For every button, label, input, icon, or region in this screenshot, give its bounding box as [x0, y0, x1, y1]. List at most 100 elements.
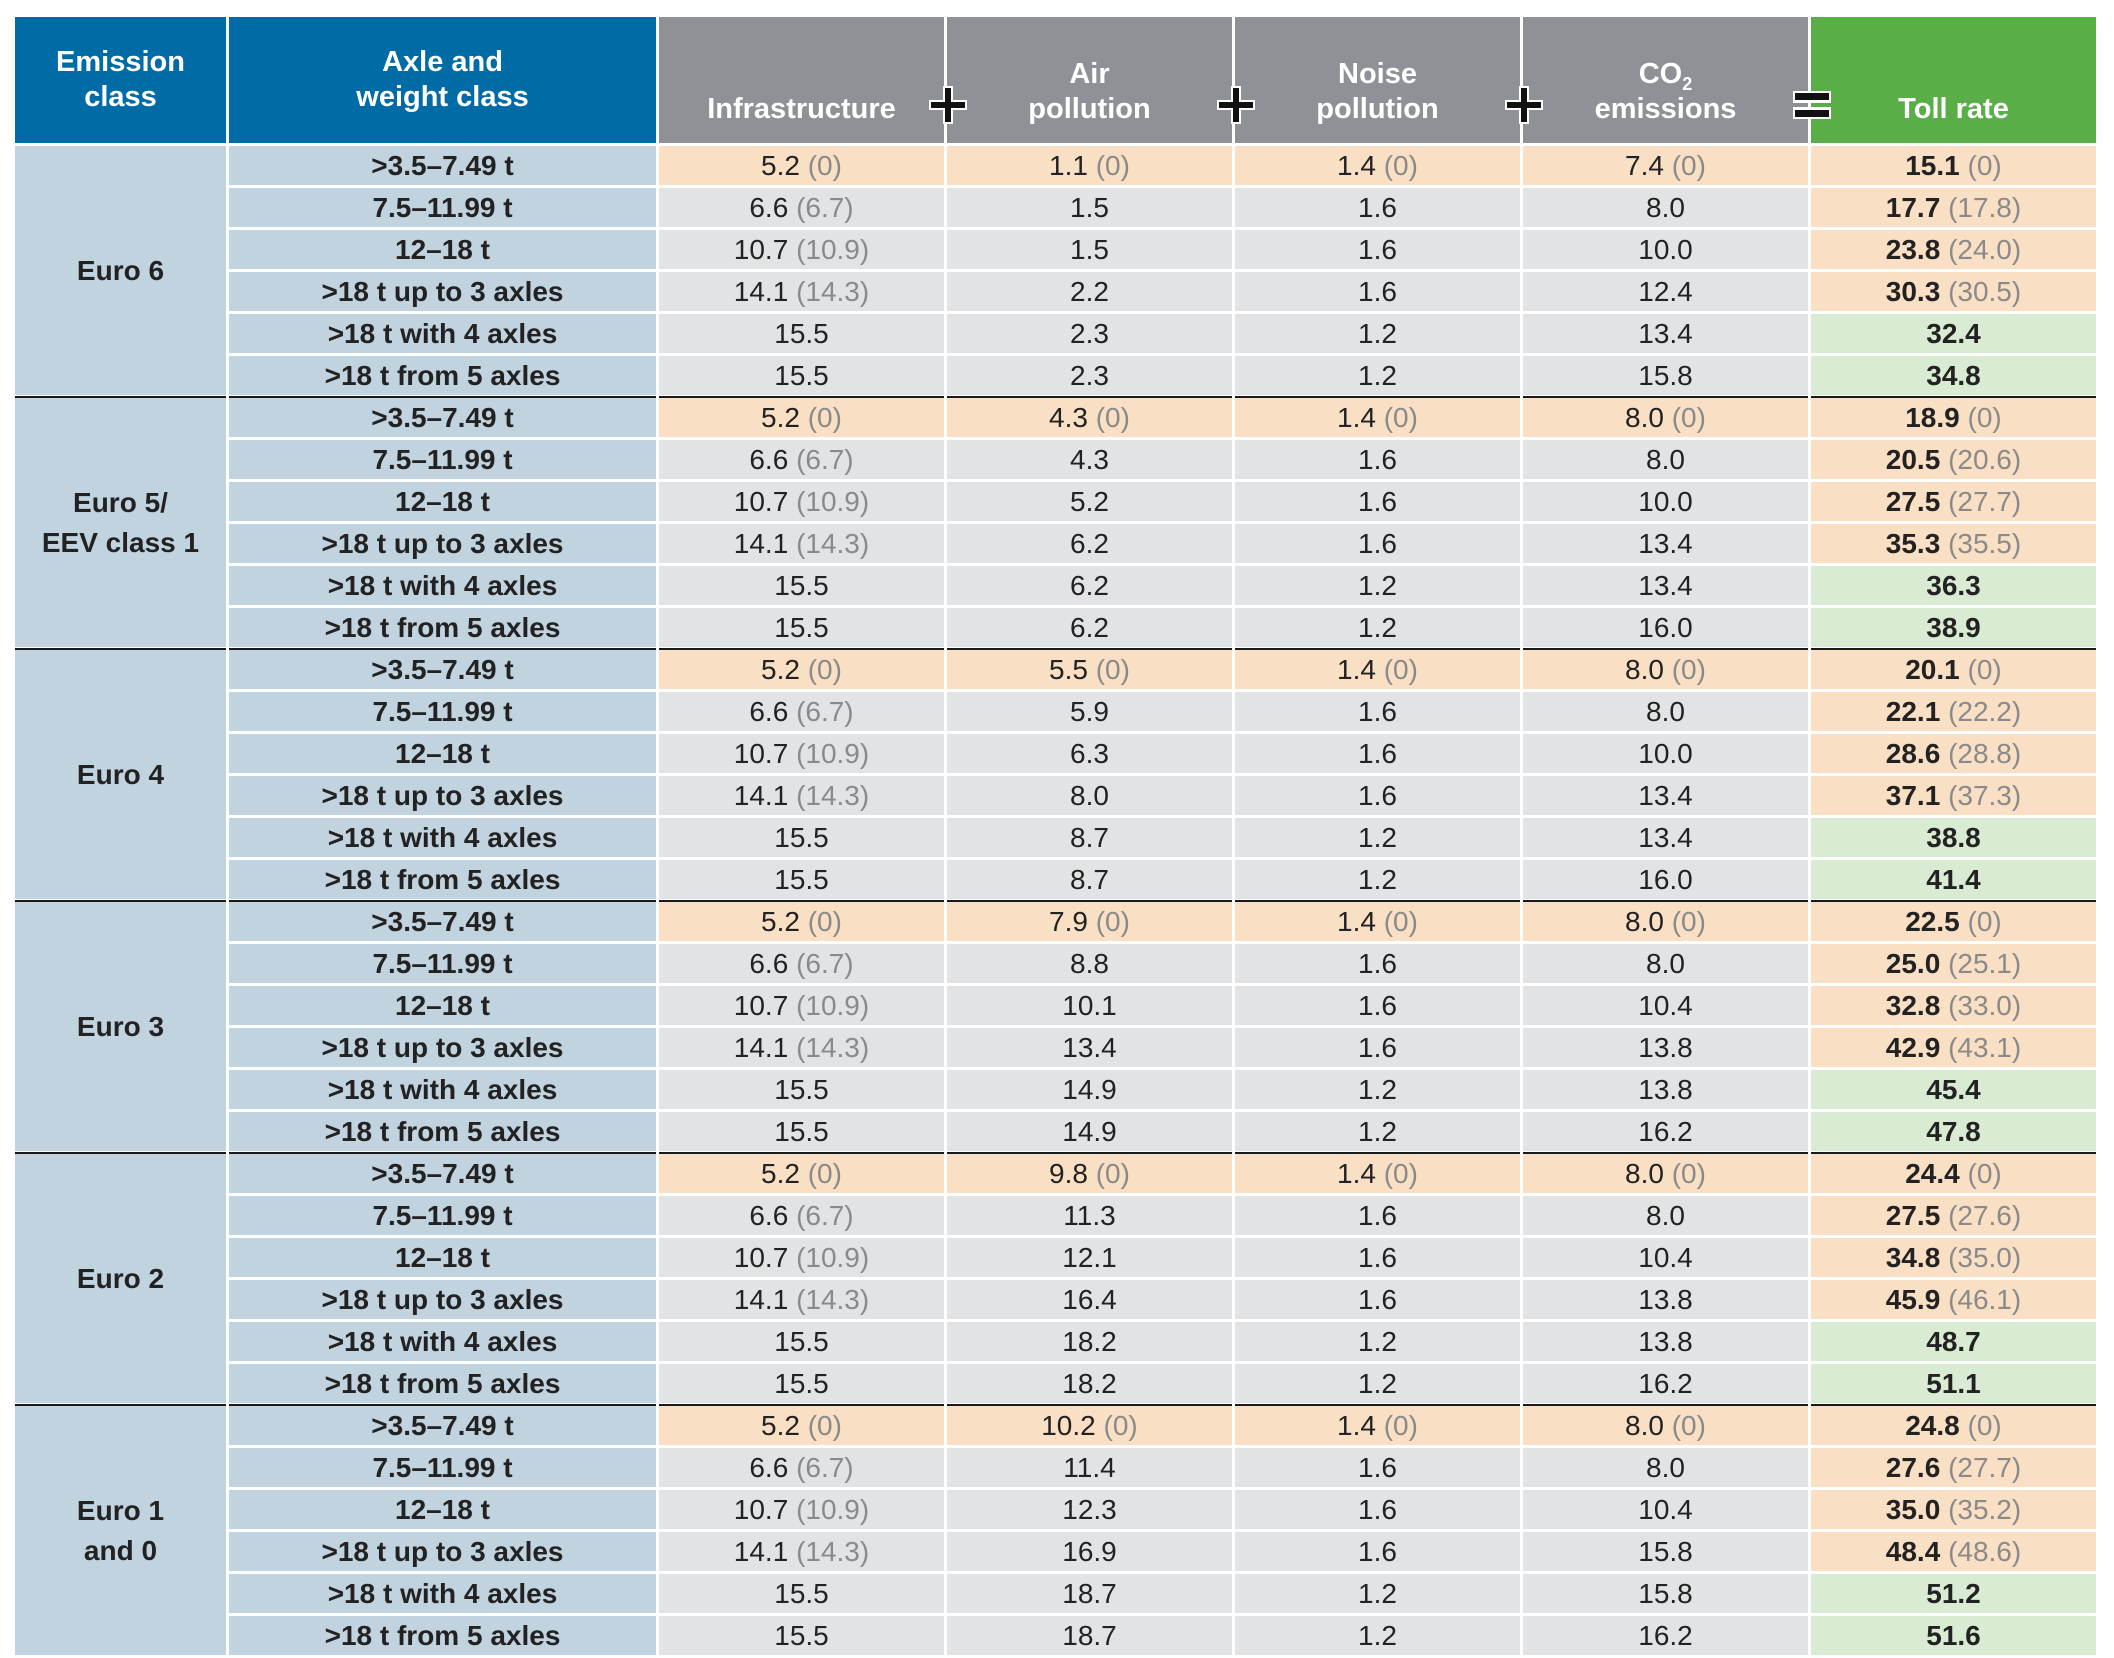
value: 1.6	[1358, 1031, 1397, 1063]
value: 38.8	[1926, 821, 1981, 853]
infrastructure-cell: 15.5	[659, 1070, 944, 1109]
value: 28.6	[1885, 737, 1941, 769]
noise-pollution-cell: 1.6	[1235, 734, 1520, 773]
toll-rate-cell: 48.7	[1811, 1322, 2096, 1361]
table-row: 12–18 t 10.7 (10.9) 5.2 1.6 10.0 27.5 (27.7)	[15, 482, 2096, 521]
value: 14.9	[1062, 1073, 1117, 1105]
value: 7.4	[1625, 149, 1664, 181]
value-alternative: (6.7)	[796, 695, 854, 727]
noise-pollution-cell: 1.4 (0)	[1235, 398, 1520, 437]
infrastructure-cell: 14.1 (14.3)	[659, 776, 944, 815]
co2-emissions-cell: 16.0	[1523, 608, 1808, 647]
header-infrastructure-label: Infrastructure	[707, 93, 896, 125]
value: 42.9	[1885, 1031, 1941, 1063]
axle-weight-class-cell: 12–18 t	[229, 986, 656, 1025]
value: 8.0	[1625, 401, 1664, 433]
toll-rate-cell: 45.4	[1811, 1070, 2096, 1109]
noise-pollution-cell: 1.2	[1235, 566, 1520, 605]
value: 45.9	[1885, 1283, 1941, 1315]
value-alternative: (27.6)	[1948, 1199, 2022, 1231]
value: 8.0	[1646, 1199, 1685, 1231]
table-row: >18 t up to 3 axles 14.1 (14.3) 16.9 1.6 15.…	[15, 1532, 2096, 1571]
value: 30.3	[1885, 275, 1941, 307]
co2-emissions-cell: 13.4	[1523, 776, 1808, 815]
toll-rate-cell: 24.4 (0)	[1811, 1154, 2096, 1193]
co2-emissions-cell: 7.4 (0)	[1523, 146, 1808, 185]
value: 18.7	[1062, 1577, 1117, 1609]
table-row: Euro 1 and 0 >3.5–7.49 t 5.2 (0) 10.2 (0) 1.4…	[15, 1406, 2096, 1655]
value: 8.0	[1646, 1451, 1685, 1483]
axle-weight-class-cell: >18 t up to 3 axles	[229, 1028, 656, 1067]
co2-emissions-cell: 8.0	[1523, 1448, 1808, 1487]
noise-pollution-cell: 1.6	[1235, 776, 1520, 815]
value: 23.8	[1885, 233, 1941, 265]
header-infrastructure: Infrastructure	[659, 17, 967, 143]
toll-rate-cell: 18.9 (0)	[1811, 398, 2096, 437]
air-pollution-cell: 6.3	[947, 734, 1232, 773]
table-header: Emission class Axle and weight class Inf…	[15, 17, 2096, 143]
value: 22.5	[1905, 905, 1960, 937]
value: 51.1	[1926, 1367, 1981, 1399]
plus-icon	[1502, 83, 1546, 127]
co2-emissions-cell: 8.0 (0)	[1523, 398, 1808, 437]
value: 48.7	[1926, 1325, 1981, 1357]
co2-emissions-cell: 10.4	[1523, 986, 1808, 1025]
value: 1.2	[1358, 821, 1397, 853]
value: 1.6	[1358, 947, 1397, 979]
value-alternative: (37.3)	[1948, 779, 2022, 811]
value-alternative: (0)	[1103, 1409, 1138, 1441]
axle-weight-class-cell: >18 t from 5 axles	[229, 608, 656, 647]
value: 35.0	[1885, 1493, 1941, 1525]
value: 18.2	[1062, 1367, 1117, 1399]
value-alternative: (28.8)	[1948, 737, 2022, 769]
co2-emissions-cell: 13.8	[1523, 1322, 1808, 1361]
value: 1.2	[1358, 317, 1397, 349]
noise-pollution-cell: 1.6	[1235, 986, 1520, 1025]
value: 1.2	[1358, 611, 1397, 643]
header-noise-line2: pollution	[1316, 93, 1439, 125]
value: 1.2	[1358, 1577, 1397, 1609]
co2-emissions-cell: 15.8	[1523, 1574, 1808, 1613]
air-pollution-cell: 18.2	[947, 1322, 1232, 1361]
air-pollution-cell: 14.9	[947, 1070, 1232, 1109]
axle-weight-class-cell: >3.5–7.49 t	[229, 1154, 656, 1193]
value: 1.2	[1358, 863, 1397, 895]
value: 15.5	[774, 611, 829, 643]
air-pollution-cell: 8.0	[947, 776, 1232, 815]
value: 16.0	[1638, 863, 1693, 895]
air-pollution-cell: 11.3	[947, 1196, 1232, 1235]
value: 10.4	[1638, 1241, 1693, 1273]
toll-rate-cell: 45.9 (46.1)	[1811, 1280, 2096, 1319]
toll-rate-cell: 48.4 (48.6)	[1811, 1532, 2096, 1571]
value: 12.4	[1638, 275, 1693, 307]
value: 5.2	[761, 653, 800, 685]
infrastructure-cell: 6.6 (6.7)	[659, 188, 944, 227]
value: 1.6	[1358, 443, 1397, 475]
emission-class-cell: Euro 3	[15, 902, 226, 1151]
emission-class-cell: Euro 1 and 0	[15, 1406, 226, 1655]
toll-rate-cell: 37.1 (37.3)	[1811, 776, 2096, 815]
value: 16.2	[1638, 1619, 1693, 1651]
toll-rate-cell: 27.5 (27.7)	[1811, 482, 2096, 521]
co2-emissions-cell: 13.8	[1523, 1070, 1808, 1109]
value: 1.6	[1358, 275, 1397, 307]
value: 1.2	[1358, 1367, 1397, 1399]
table-row: 7.5–11.99 t 6.6 (6.7) 5.9 1.6 8.0 22.1 (22.2)	[15, 692, 2096, 731]
air-pollution-cell: 14.9	[947, 1112, 1232, 1151]
axle-weight-class-cell: 7.5–11.99 t	[229, 692, 656, 731]
value: 32.8	[1885, 989, 1941, 1021]
table-body: Euro 6 >3.5–7.49 t 5.2 (0) 1.1 (0) 1.4 (0) 7.…	[15, 146, 2096, 1655]
value: 14.9	[1062, 1115, 1117, 1147]
value-alternative: (14.3)	[796, 275, 870, 307]
axle-weight-class-cell: 7.5–11.99 t	[229, 440, 656, 479]
toll-rate-cell: 34.8	[1811, 356, 2096, 395]
emission-class-cell: Euro 2	[15, 1154, 226, 1403]
infrastructure-cell: 15.5	[659, 314, 944, 353]
value-alternative: (6.7)	[796, 1199, 854, 1231]
value: 48.4	[1885, 1535, 1941, 1567]
value: 6.6	[749, 947, 789, 979]
co2-emissions-cell: 12.4	[1523, 272, 1808, 311]
co2-emissions-cell: 8.0	[1523, 944, 1808, 983]
noise-pollution-cell: 1.6	[1235, 1238, 1520, 1277]
axle-weight-class-cell: >18 t with 4 axles	[229, 566, 656, 605]
